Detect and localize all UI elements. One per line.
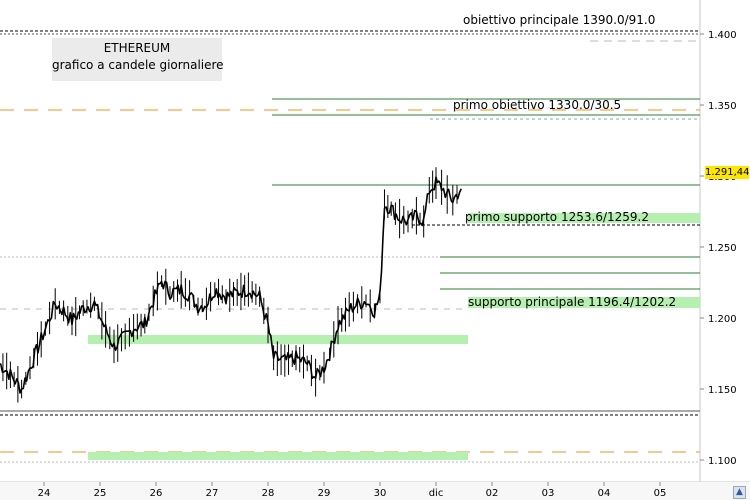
y-tick-label: 1.250 [708, 243, 737, 254]
price-line [0, 176, 462, 394]
lower-support-zone [88, 335, 468, 344]
y-tick-label: 1.350 [708, 101, 737, 112]
chart-title-box: ETHEREUM grafico a candele giornaliere [52, 38, 224, 81]
y-tick-label: 1.150 [708, 385, 737, 396]
chart-title: ETHEREUM [103, 41, 171, 55]
x-tick-label: 02 [486, 488, 499, 499]
x-tick-label: 29 [318, 488, 331, 499]
price-series [0, 167, 462, 403]
x-axis-ticks: 24 25 26 27 28 29 30 dic 02 03 04 05 [38, 482, 667, 499]
x-tick-label: 04 [598, 488, 611, 499]
last-price-tag: 1.291,44 [705, 166, 750, 179]
x-axis-band [0, 482, 750, 500]
level-lines [0, 30, 700, 463]
x-tick-label: 28 [262, 488, 275, 499]
y-tick-label: 1.100 [708, 456, 737, 467]
support-main-label: supporto principale 1196.4/1202.2 [468, 295, 676, 309]
target-main-label: obiettivo principale 1390.0/91.0 [463, 13, 655, 27]
x-tick-label: dic [429, 488, 444, 499]
x-tick-label: 30 [374, 488, 387, 499]
chart-subtitle: grafico a candele giornaliere [52, 58, 224, 72]
x-tick-label: 25 [94, 488, 107, 499]
y-tick-label: 1.400 [708, 30, 737, 41]
target-first-label: primo obiettivo 1330.0/30.5 [453, 98, 621, 112]
support-first-label: primo supporto 1253.6/1259.2 [465, 210, 649, 224]
x-tick-label: 24 [38, 488, 51, 499]
scroll-up-icon[interactable]: ▲ [733, 486, 746, 499]
first-support-zone [468, 213, 700, 223]
y-tick-label: 1.200 [708, 314, 737, 325]
bottom-support-zone [88, 452, 468, 460]
x-tick-label: 05 [654, 488, 667, 499]
x-tick-label: 26 [150, 488, 163, 499]
main-support-zone [468, 297, 700, 308]
x-tick-label: 03 [542, 488, 555, 499]
x-tick-label: 27 [206, 488, 219, 499]
